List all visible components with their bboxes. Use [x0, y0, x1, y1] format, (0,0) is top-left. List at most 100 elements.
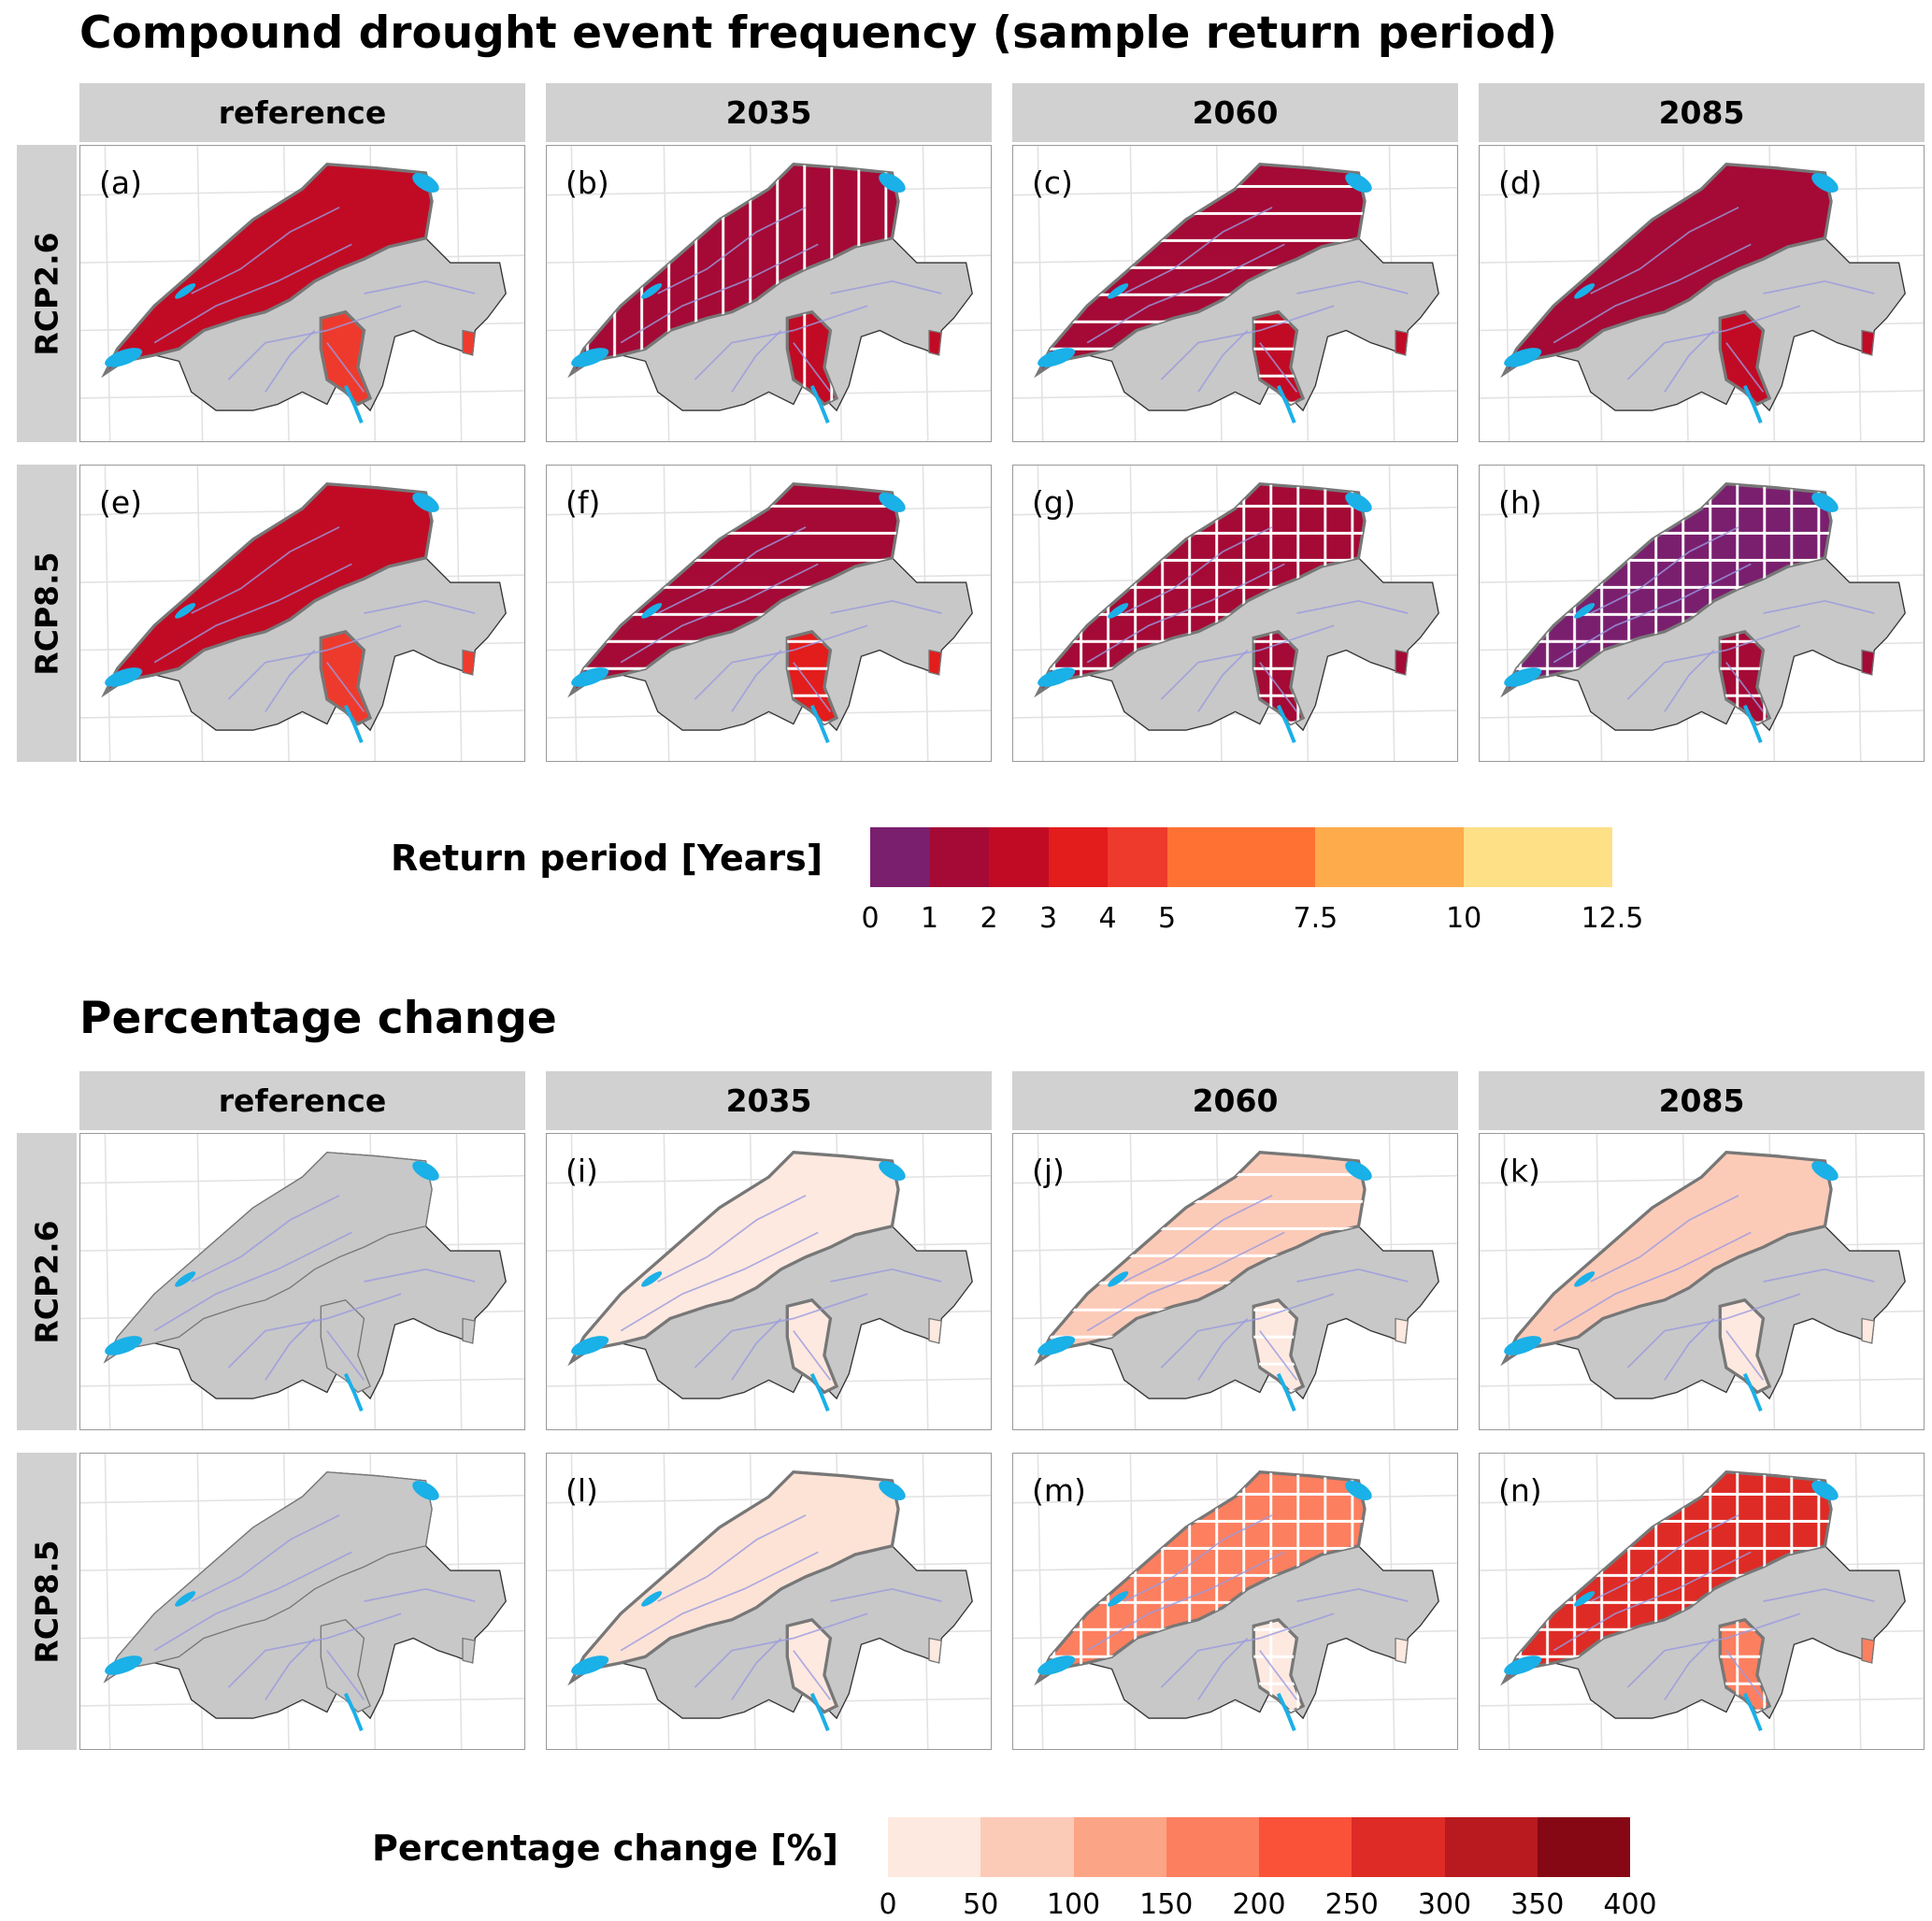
- switzerland-map: [547, 1454, 991, 1749]
- river: [1664, 1637, 1715, 1700]
- lake-maggiore: [343, 704, 364, 743]
- region-east-patch: [1395, 329, 1409, 356]
- river: [1725, 662, 1765, 712]
- lake-maggiore: [1276, 704, 1296, 743]
- panel-tag: (i): [565, 1153, 598, 1189]
- hatch-overlay: [1253, 631, 1304, 724]
- river: [153, 1231, 352, 1332]
- panel-tag: (n): [1498, 1472, 1542, 1509]
- switzerland-map: [80, 146, 524, 441]
- graticule-line: [547, 1378, 991, 1387]
- lake-neuchatel: [641, 603, 663, 619]
- region-east-patch: [928, 649, 942, 676]
- river: [1259, 662, 1298, 712]
- map-panel: (h): [1479, 465, 1925, 762]
- panel-tag: (b): [565, 165, 609, 201]
- river: [153, 563, 352, 664]
- legend-tick-label: 1: [920, 902, 939, 935]
- switzerland-map: [547, 1134, 991, 1429]
- lake-neuchatel: [1108, 1591, 1129, 1607]
- lake-maggiore: [1276, 384, 1296, 423]
- panel-tag: (l): [565, 1472, 598, 1509]
- lake-neuchatel: [175, 283, 196, 299]
- switzerland-map: [1013, 146, 1457, 441]
- river: [1296, 280, 1409, 294]
- river: [1626, 624, 1801, 700]
- river: [1259, 342, 1298, 393]
- river: [153, 243, 352, 344]
- hatch-overlay: [571, 483, 899, 694]
- lake-constance: [412, 493, 439, 512]
- hatch-overlay: [1253, 311, 1304, 405]
- legend-swatch: [1048, 827, 1109, 887]
- lake-neuchatel: [1108, 603, 1129, 619]
- river: [830, 1268, 942, 1283]
- region-north: [101, 163, 434, 379]
- region-east-patch: [1861, 649, 1875, 676]
- graticule-line: [547, 390, 991, 399]
- river: [830, 599, 942, 614]
- panel-tag: (m): [1032, 1472, 1086, 1509]
- lake-neuchatel: [1574, 603, 1596, 619]
- lake-geneva: [105, 1336, 143, 1355]
- river: [1590, 1195, 1739, 1283]
- river: [830, 280, 942, 294]
- river: [227, 305, 402, 380]
- river: [227, 1613, 402, 1688]
- river: [1086, 1551, 1285, 1652]
- river: [1086, 563, 1285, 664]
- panel-tag: (h): [1498, 484, 1542, 521]
- lake-maggiore: [1742, 1372, 1763, 1412]
- lake-geneva: [1038, 348, 1076, 367]
- lake-neuchatel: [641, 1271, 663, 1287]
- map-panel: (l): [546, 1453, 992, 1750]
- river: [1626, 1293, 1801, 1369]
- river: [620, 1231, 819, 1332]
- switzerland-map: [80, 1454, 524, 1749]
- legend-tick-label: 0: [879, 1888, 897, 1921]
- river: [1296, 1268, 1409, 1283]
- river: [1763, 1587, 1875, 1602]
- graticule-line: [1013, 390, 1457, 399]
- hatch-overlay: [1253, 1619, 1304, 1713]
- lake-constance: [1811, 173, 1839, 193]
- map-panel: (e): [79, 465, 525, 762]
- legend-swatch: [1537, 1817, 1630, 1877]
- river: [227, 624, 402, 700]
- map-panel: (c): [1012, 145, 1458, 442]
- river: [1259, 1650, 1298, 1700]
- hatch-overlay: [1038, 483, 1366, 694]
- lake-constance: [879, 173, 906, 193]
- row-label: RCP2.6: [28, 1219, 65, 1344]
- river: [153, 1551, 352, 1652]
- map-panel: (a): [79, 145, 525, 442]
- switzerland-map: [1480, 146, 1924, 441]
- river: [265, 649, 316, 712]
- lake-geneva: [1038, 1336, 1076, 1355]
- column-strip-2085: 2085: [1479, 83, 1925, 142]
- river: [1553, 1231, 1752, 1332]
- hatch-overlay: [1504, 1471, 1832, 1682]
- river: [191, 1514, 340, 1602]
- lake-neuchatel: [175, 603, 196, 619]
- lake-geneva: [1504, 667, 1542, 687]
- lake-geneva: [571, 667, 609, 687]
- region-east-patch: [462, 649, 476, 676]
- lake-constance: [1345, 1481, 1372, 1500]
- river: [265, 329, 316, 393]
- river: [1763, 280, 1875, 294]
- switzerland-map: [1013, 1134, 1457, 1429]
- row-label: RCP8.5: [28, 1539, 65, 1664]
- hatch-overlay: [1504, 483, 1832, 694]
- river: [1160, 1293, 1335, 1369]
- legend-colorbar: [888, 1817, 1630, 1877]
- switzerland-map: [1480, 1454, 1924, 1749]
- river: [1197, 649, 1249, 712]
- lake-constance: [412, 173, 439, 193]
- river: [657, 526, 807, 614]
- legend-swatch: [1073, 1817, 1166, 1877]
- river: [326, 342, 365, 393]
- row-strip-RCP2.6: RCP2.6: [17, 1133, 77, 1430]
- river: [731, 329, 782, 393]
- hatch-overlay: [1038, 164, 1366, 374]
